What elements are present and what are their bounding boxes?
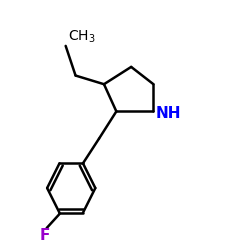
Text: F: F	[40, 228, 50, 242]
Text: NH: NH	[156, 106, 181, 122]
Text: CH$_3$: CH$_3$	[68, 28, 96, 45]
